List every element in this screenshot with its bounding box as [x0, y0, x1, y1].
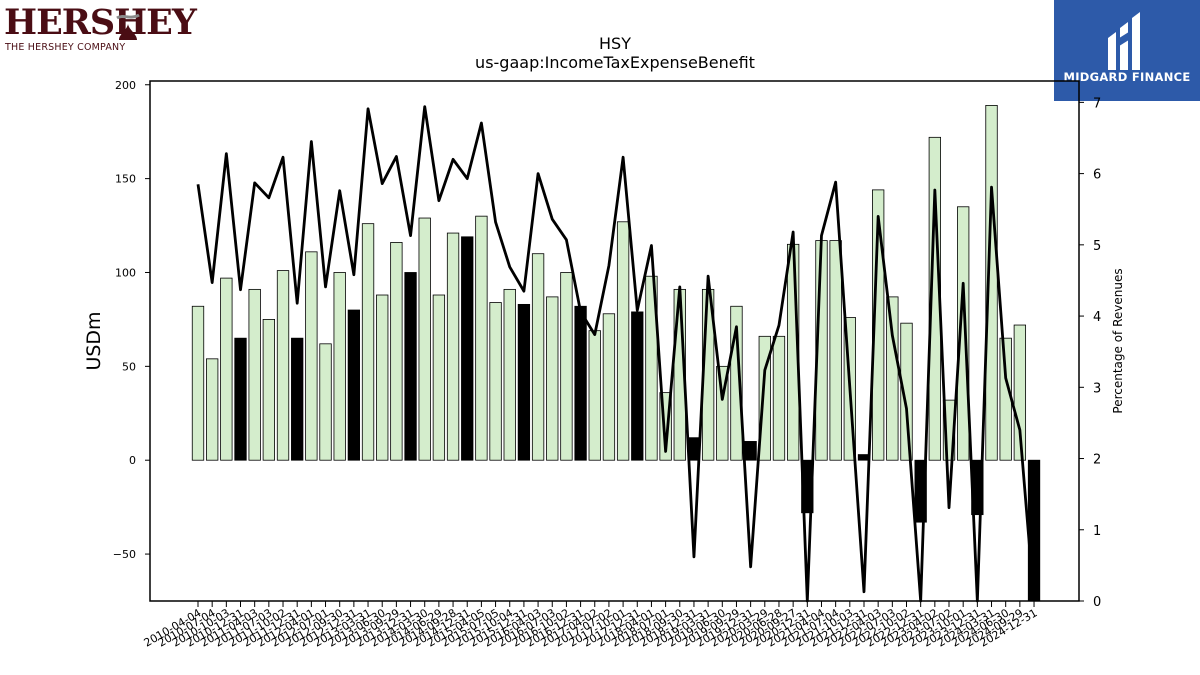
bar-2012-07-01	[319, 343, 332, 461]
bar-2015-07-05	[489, 302, 502, 461]
bar-2011-10-02	[276, 270, 290, 461]
bar-2011-04-03	[248, 288, 261, 461]
y-tick-label: 150	[115, 173, 136, 186]
kiss-icon	[116, 13, 140, 40]
y2-tick-label: 2	[1093, 453, 1101, 468]
bar-2018-04-01	[645, 275, 658, 461]
y-tick-label: 200	[115, 79, 136, 92]
bar-2016-10-02	[560, 272, 573, 461]
y2-tick-label: 4	[1093, 310, 1101, 325]
y-tick-label: 100	[115, 266, 136, 279]
bar-2013-09-29	[390, 242, 403, 461]
y-axis-right: 0 1 2 3 4 5 6 7	[1079, 96, 1101, 610]
y2-axis-label: Percentage of Revenues	[1111, 268, 1125, 413]
y2-tick-label: 1	[1093, 524, 1101, 539]
midgard-finance-name: MIDGARD FINANCE	[1063, 70, 1191, 84]
bar-2010-04-04	[191, 305, 205, 461]
y2-tick-label: 5	[1093, 239, 1101, 254]
bar-2016-12-31	[574, 305, 587, 461]
bar-2011-12-31	[291, 337, 304, 461]
bar-2019-06-30	[716, 365, 729, 461]
bar-2013-03-31	[361, 223, 375, 461]
y-tick-label: −50	[113, 548, 136, 561]
bar-2015-12-31	[517, 303, 531, 461]
bar-2014-03-30	[418, 217, 431, 461]
bar-2016-07-03	[546, 296, 559, 461]
bar-2020-06-28	[772, 335, 786, 461]
bar-2017-12-31	[631, 311, 644, 461]
bar-2010-07-04	[206, 358, 219, 461]
bar-2016-04-03	[531, 253, 545, 461]
chart-subtitle: us-gaap:IncomeTaxExpenseBenefit	[475, 53, 755, 72]
bar-2023-10-01	[957, 206, 970, 461]
y-axis-label: USDm	[83, 311, 105, 370]
bar-2024-09-29	[1013, 324, 1027, 461]
hershey-company-name: THE HERSHEY COMPANY	[5, 42, 126, 53]
revenue-percentage-line	[196, 105, 1036, 603]
bar-2017-04-02	[588, 330, 601, 461]
bar-2014-09-28	[446, 232, 460, 461]
bar-2017-07-02	[602, 313, 616, 461]
bar-2020-03-29	[758, 335, 771, 461]
bar-2015-04-05	[475, 215, 488, 461]
bar-2019-12-31	[744, 441, 757, 461]
bar-2021-07-04	[829, 240, 842, 461]
x-axis: 2010-04-042010-07-042010-10-032010-12-31…	[142, 601, 1040, 650]
bar-2014-12-31	[461, 236, 474, 461]
bar-series	[191, 105, 1041, 602]
bar-2012-04-01	[305, 251, 318, 461]
plot-frame	[149, 80, 1080, 602]
bar-2022-10-02	[900, 322, 913, 461]
midgard-emblem-icon	[1108, 12, 1140, 70]
bar-2022-04-03	[872, 189, 885, 461]
bar-2010-12-31	[234, 337, 247, 461]
bar-2017-10-01	[616, 221, 630, 461]
bar-2014-06-29	[432, 294, 446, 461]
bar-2019-09-29	[730, 305, 743, 461]
bar-2013-06-30	[376, 294, 389, 461]
y2-tick-label: 3	[1093, 381, 1101, 396]
bar-2022-07-03	[886, 296, 899, 461]
y2-tick-label: 6	[1093, 168, 1101, 183]
bar-2010-10-03	[220, 277, 233, 461]
bar-2015-10-04	[503, 288, 516, 461]
bar-2022-12-31	[914, 459, 927, 523]
y-tick-label: 0	[129, 454, 136, 467]
bar-2012-09-30	[333, 272, 346, 461]
y-tick-label: 50	[122, 360, 136, 373]
y2-tick-label: 7	[1093, 96, 1101, 111]
bar-2024-12-31	[1027, 459, 1041, 602]
bar-2018-07-01	[659, 392, 672, 461]
y2-tick-label: 0	[1093, 595, 1101, 610]
bar-2011-07-03	[262, 319, 276, 461]
y-axis-left: −50 0 50 100 150 200	[113, 79, 150, 561]
chart-title: HSY	[599, 34, 631, 53]
bar-2013-12-31	[404, 272, 417, 461]
bar-2024-06-30	[999, 337, 1012, 461]
line-series	[196, 105, 1036, 603]
bar-2012-12-31	[347, 309, 361, 461]
